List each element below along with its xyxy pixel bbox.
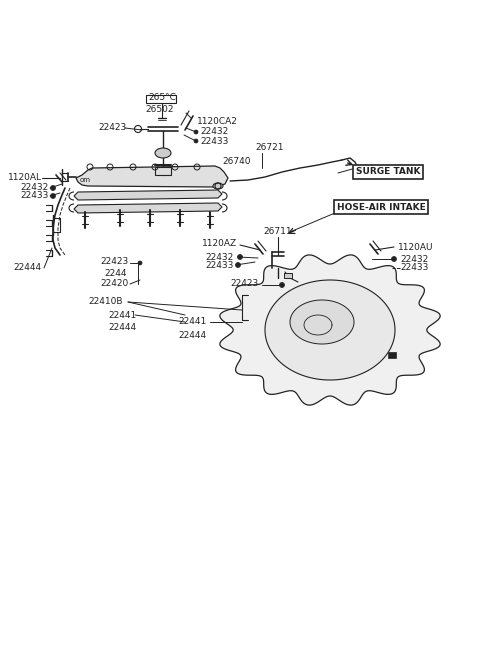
Text: 1120AL: 1120AL <box>8 173 42 183</box>
Text: 22420: 22420 <box>100 279 128 288</box>
Text: 26740: 26740 <box>222 158 251 166</box>
Polygon shape <box>76 166 228 187</box>
Text: 22433: 22433 <box>20 191 48 200</box>
FancyBboxPatch shape <box>284 273 292 278</box>
Text: 26721: 26721 <box>255 143 284 152</box>
Text: SURGE TANK: SURGE TANK <box>356 168 420 177</box>
Circle shape <box>279 283 285 288</box>
Text: 22441: 22441 <box>178 317 206 327</box>
Polygon shape <box>220 255 440 405</box>
Text: 22432: 22432 <box>20 183 48 193</box>
Text: 22444: 22444 <box>13 263 41 273</box>
Text: 22432: 22432 <box>200 127 228 137</box>
Text: 22432: 22432 <box>205 252 233 261</box>
Text: 1120AU: 1120AU <box>398 242 433 252</box>
Circle shape <box>50 185 56 191</box>
Ellipse shape <box>155 148 171 158</box>
Text: 22441: 22441 <box>108 311 136 319</box>
Circle shape <box>194 130 198 134</box>
Text: 2244: 2244 <box>104 269 127 277</box>
Circle shape <box>236 263 240 267</box>
Text: 1120CA2: 1120CA2 <box>197 116 238 125</box>
Circle shape <box>194 139 198 143</box>
Text: 22433: 22433 <box>400 263 428 273</box>
Text: 26711: 26711 <box>263 227 292 235</box>
Polygon shape <box>74 190 222 200</box>
Bar <box>388 352 396 358</box>
Text: 26502: 26502 <box>145 106 173 114</box>
Text: 22444: 22444 <box>108 323 136 332</box>
Text: 22433: 22433 <box>205 260 233 269</box>
Text: 1120AZ: 1120AZ <box>202 240 237 248</box>
Polygon shape <box>265 280 395 380</box>
Text: 22432: 22432 <box>400 254 428 263</box>
Text: 265°C: 265°C <box>148 93 176 101</box>
FancyBboxPatch shape <box>155 167 171 175</box>
Text: HOSE-AIR INTAKE: HOSE-AIR INTAKE <box>336 202 425 212</box>
Text: 22423: 22423 <box>230 279 258 288</box>
Circle shape <box>50 194 56 198</box>
Polygon shape <box>290 300 354 344</box>
Circle shape <box>138 261 142 265</box>
Text: 22433: 22433 <box>200 137 228 145</box>
Text: 22423: 22423 <box>100 258 128 267</box>
Circle shape <box>392 256 396 261</box>
Text: 22423: 22423 <box>98 122 126 131</box>
Ellipse shape <box>213 183 223 189</box>
Circle shape <box>238 254 242 260</box>
Text: 22444: 22444 <box>178 330 206 340</box>
Text: om: om <box>80 177 91 183</box>
Polygon shape <box>74 203 222 213</box>
Text: 22410B: 22410B <box>88 298 122 307</box>
